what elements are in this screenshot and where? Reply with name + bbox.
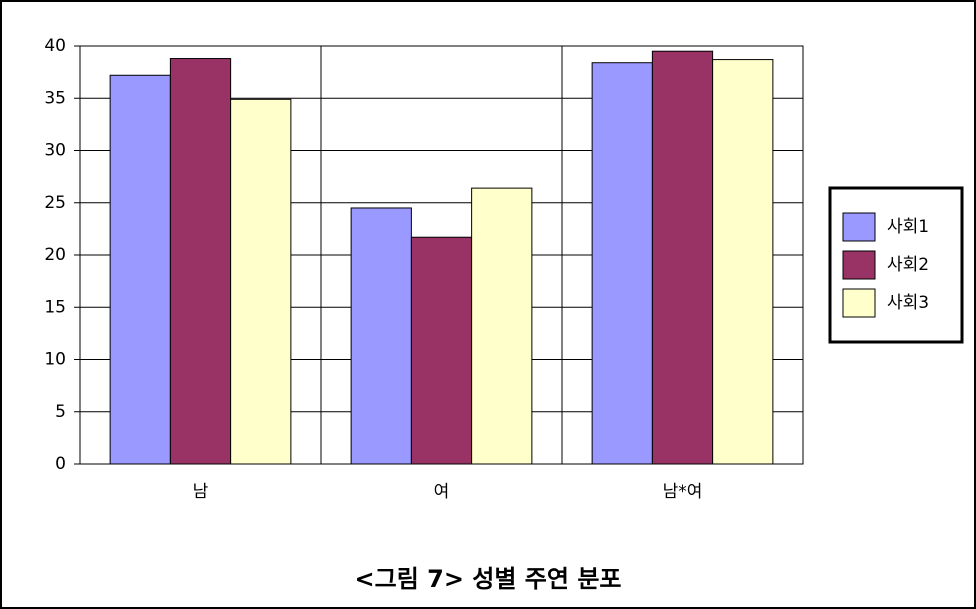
y-tick-label: 10	[44, 350, 66, 370]
legend-swatch	[842, 288, 876, 318]
x-tick-label: 여	[434, 482, 450, 502]
y-tick-label: 30	[44, 141, 66, 161]
y-tick-label: 5	[55, 402, 66, 422]
legend-swatch	[842, 212, 876, 242]
y-tick-label: 15	[44, 297, 66, 317]
bar	[651, 50, 714, 465]
legend-label: 사회2	[887, 255, 929, 275]
bar	[591, 62, 653, 465]
y-tick-label: 25	[44, 193, 66, 213]
y-tick-label: 40	[44, 36, 66, 56]
y-tick-label: 20	[44, 245, 66, 265]
bar	[471, 187, 533, 465]
legend-label: 사회1	[887, 217, 929, 237]
bar	[230, 98, 292, 465]
legend-swatch	[842, 250, 876, 280]
y-tick-label: 0	[55, 454, 66, 474]
bar	[410, 236, 473, 465]
bar	[109, 74, 171, 465]
bar	[712, 59, 774, 465]
x-tick-label: 남	[193, 482, 209, 502]
y-tick-label: 35	[44, 88, 66, 108]
bar	[350, 207, 412, 465]
chart-caption: <그림 7> 성별 주연 분포	[355, 565, 622, 593]
x-tick-label: 남*여	[663, 482, 703, 502]
legend-label: 사회3	[887, 293, 929, 313]
bar	[169, 58, 232, 465]
